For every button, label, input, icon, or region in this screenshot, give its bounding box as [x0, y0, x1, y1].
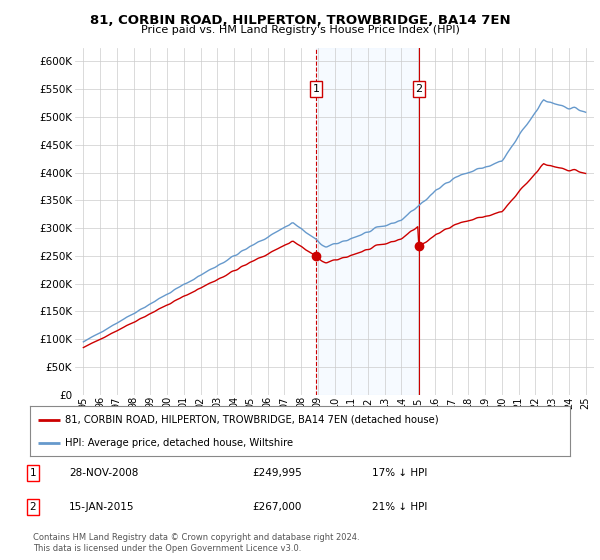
Text: £267,000: £267,000 — [252, 502, 301, 512]
Bar — [316, 48, 419, 395]
Text: 81, CORBIN ROAD, HILPERTON, TROWBRIDGE, BA14 7EN: 81, CORBIN ROAD, HILPERTON, TROWBRIDGE, … — [89, 14, 511, 27]
Text: 21% ↓ HPI: 21% ↓ HPI — [372, 502, 427, 512]
Text: 2: 2 — [415, 84, 422, 94]
Text: HPI: Average price, detached house, Wiltshire: HPI: Average price, detached house, Wilt… — [65, 438, 293, 448]
Text: Contains HM Land Registry data © Crown copyright and database right 2024.
This d: Contains HM Land Registry data © Crown c… — [33, 533, 359, 553]
Text: 15-JAN-2015: 15-JAN-2015 — [69, 502, 134, 512]
Text: 17% ↓ HPI: 17% ↓ HPI — [372, 468, 427, 478]
Text: 28-NOV-2008: 28-NOV-2008 — [69, 468, 139, 478]
Text: 1: 1 — [313, 84, 320, 94]
Text: 1: 1 — [29, 468, 37, 478]
Text: Price paid vs. HM Land Registry's House Price Index (HPI): Price paid vs. HM Land Registry's House … — [140, 25, 460, 35]
Text: 81, CORBIN ROAD, HILPERTON, TROWBRIDGE, BA14 7EN (detached house): 81, CORBIN ROAD, HILPERTON, TROWBRIDGE, … — [65, 414, 439, 424]
Text: £249,995: £249,995 — [252, 468, 302, 478]
Text: 2: 2 — [29, 502, 37, 512]
